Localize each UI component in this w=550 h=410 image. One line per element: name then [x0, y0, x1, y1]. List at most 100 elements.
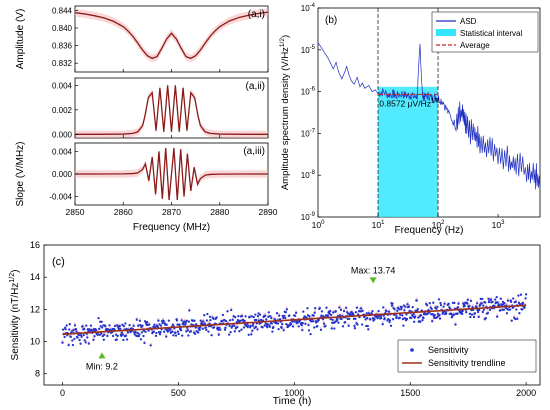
sensitivity-underlay-point [475, 300, 479, 303]
sensitivity-underlay-point [188, 307, 191, 311]
sensitivity-point [439, 303, 443, 307]
sensitivity-point [356, 323, 359, 326]
sensitivity-point [433, 316, 436, 320]
sensitivity-point [122, 324, 126, 328]
sensitivity-point [403, 317, 407, 320]
sensitivity-point [244, 324, 248, 327]
signal-line [75, 85, 268, 135]
sensitivity-underlay-point [217, 331, 220, 335]
sensitivity-point [438, 317, 442, 320]
sensitivity-underlay-point [457, 300, 460, 304]
sensitivity-point [315, 321, 318, 324]
sensitivity-point [64, 328, 67, 331]
sensitivity-point [93, 335, 96, 338]
x-axis-label: Frequency (Hz) [395, 225, 464, 236]
sensitivity-point [461, 309, 464, 313]
sensitivity-point [188, 309, 191, 312]
sensitivity-point [495, 295, 498, 299]
tick-exp: -8 [310, 170, 316, 176]
sensitivity-point [203, 314, 206, 317]
sensitivity-point [496, 315, 499, 318]
sensitivity-point [68, 323, 71, 326]
sensitivity-point [85, 324, 88, 327]
sensitivity-point [481, 297, 484, 301]
sensitivity-point [92, 338, 95, 342]
sensitivity-point [125, 338, 129, 341]
sensitivity-underlay-point [143, 340, 146, 343]
sensitivity-point [355, 306, 359, 309]
sensitivity-underlay-point [152, 329, 155, 332]
tick-exp: 3 [501, 220, 505, 226]
sensitivity-point [398, 308, 401, 311]
sensitivity-point [63, 335, 66, 339]
sensitivity-underlay-point [208, 321, 211, 324]
x-tick-label: 2890 [259, 207, 278, 217]
sensitivity-point [319, 328, 323, 332]
sensitivity-underlay-point [496, 313, 499, 317]
sensitivity-point [342, 309, 346, 313]
sensitivity-point [142, 329, 146, 332]
sensitivity-point [166, 330, 169, 333]
sensitivity-point [389, 324, 393, 327]
sensitivity-point [267, 311, 270, 314]
sensitivity-point [256, 328, 259, 331]
y-tick-label: 0.000 [52, 170, 73, 179]
sensitivity-point [353, 327, 357, 330]
sensitivity-point [69, 335, 72, 339]
sensitivity-point [67, 343, 70, 347]
sensitivity-point [341, 325, 345, 328]
min-label: Min: 9.2 [86, 361, 118, 371]
sensitivity-underlay-point [86, 334, 89, 338]
sensitivity-point [199, 319, 202, 322]
sensitivity-point [217, 333, 220, 336]
sensitivity-point [154, 325, 157, 329]
sensitivity-point [312, 314, 315, 317]
sensitivity-point [247, 333, 250, 336]
sensitivity-point [205, 319, 209, 322]
sensitivity-point [294, 311, 298, 315]
sensitivity-point [118, 324, 121, 328]
sensitivity-underlay-point [440, 307, 443, 310]
y-axis-label-close: ) [10, 270, 21, 273]
sensitivity-point [450, 312, 453, 316]
sensitivity-point [157, 319, 160, 322]
sensitivity-underlay-point [61, 339, 64, 343]
sensitivity-point [174, 331, 177, 334]
sensitivity-underlay-point [301, 327, 304, 330]
sensitivity-underlay-point [240, 313, 244, 316]
sensitivity-underlay-point [192, 329, 196, 333]
sensitivity-underlay-point [384, 307, 387, 311]
sensitivity-point [291, 325, 295, 328]
sensitivity-point [271, 330, 274, 333]
sensitivity-point [177, 332, 180, 336]
sensitivity-point [86, 328, 89, 331]
legend-label: Statistical interval [460, 29, 522, 38]
sensitivity-point [270, 322, 274, 325]
y-tick-label: 0.844 [52, 6, 73, 15]
tick-base: 10 [432, 220, 442, 230]
sensitivity-point [83, 327, 86, 331]
sensitivity-point [433, 313, 436, 317]
sensitivity-underlay-point [165, 333, 168, 337]
y-tick-label: 16 [30, 240, 40, 250]
sensitivity-point [126, 331, 130, 334]
sensitivity-point [231, 324, 234, 328]
sensitivity-point [391, 302, 394, 305]
sensitivity-point [288, 314, 291, 317]
sensitivity-point [367, 328, 370, 331]
sensitivity-point [366, 317, 369, 320]
y-tick-label: 10-7 [301, 128, 316, 138]
sensitivity-point [457, 302, 460, 305]
sensitivity-point [266, 326, 269, 329]
sensitivity-point [431, 320, 434, 323]
sensitivity-point [148, 323, 151, 326]
sensitivity-point [116, 334, 119, 338]
sensitivity-point [333, 327, 336, 330]
sensitivity-point [414, 315, 417, 318]
sensitivity-point [502, 308, 506, 311]
sensitivity-point [306, 307, 309, 310]
sensitivity-point [395, 315, 398, 318]
sensitivity-underlay-point [406, 301, 409, 304]
sensitivity-point [401, 317, 405, 321]
sensitivity-underlay-point [106, 333, 109, 336]
